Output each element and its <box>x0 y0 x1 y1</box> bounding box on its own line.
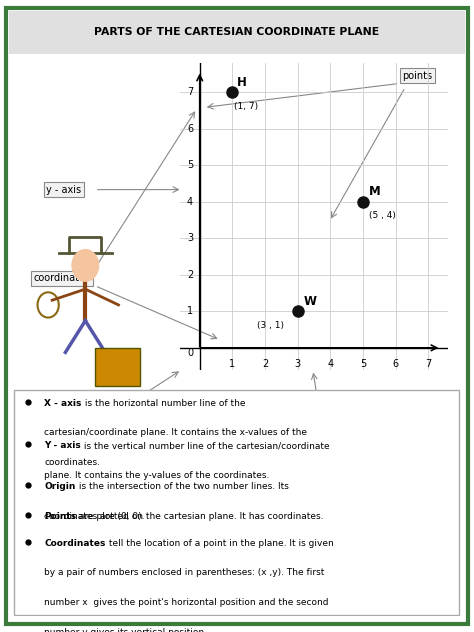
Text: origin: origin <box>41 434 68 444</box>
Text: is the intersection of the two number lines. Its: is the intersection of the two number li… <box>76 482 289 491</box>
Text: (5 , 4): (5 , 4) <box>369 211 396 221</box>
Text: X - axis: X - axis <box>44 399 82 408</box>
Text: 5: 5 <box>187 161 193 171</box>
Text: 2: 2 <box>187 270 193 280</box>
Text: is the vertical number line of the cartesian/coordinate: is the vertical number line of the carte… <box>81 441 329 450</box>
Text: 3: 3 <box>295 359 301 369</box>
FancyBboxPatch shape <box>6 8 468 624</box>
Text: plane. It contains the y-values of the coordinates.: plane. It contains the y-values of the c… <box>44 471 270 480</box>
Text: 4: 4 <box>187 197 193 207</box>
Text: are plotted on the cartesian plane. It has coordinates.: are plotted on the cartesian plane. It h… <box>76 511 324 521</box>
Text: tell the location of a point in the plane. It is given: tell the location of a point in the plan… <box>106 539 333 548</box>
Text: 5: 5 <box>360 359 366 369</box>
Text: H: H <box>237 76 247 89</box>
Text: 1: 1 <box>229 359 236 369</box>
FancyBboxPatch shape <box>14 391 459 615</box>
FancyBboxPatch shape <box>9 11 465 54</box>
Text: number y gives its vertical position.: number y gives its vertical position. <box>44 628 207 632</box>
Text: coordinates: coordinates <box>33 273 90 283</box>
Text: 7: 7 <box>187 87 193 97</box>
Text: Y - axis: Y - axis <box>44 441 81 450</box>
Text: 7: 7 <box>425 359 431 369</box>
Text: W: W <box>303 295 317 308</box>
Text: cartesian/coordinate plane. It contains the x-values of the: cartesian/coordinate plane. It contains … <box>44 428 307 437</box>
Text: by a pair of numbers enclosed in parentheses: (x ,y). The first: by a pair of numbers enclosed in parenth… <box>44 568 325 578</box>
Text: coordinates are (0, 0).: coordinates are (0, 0). <box>44 511 145 521</box>
Text: 3: 3 <box>187 233 193 243</box>
Text: 4: 4 <box>327 359 333 369</box>
Text: points: points <box>402 71 432 81</box>
Text: 0: 0 <box>187 348 193 358</box>
Text: number x  gives the point's horizontal position and the second: number x gives the point's horizontal po… <box>44 598 329 607</box>
Text: PARTS OF THE CARTESIAN COORDINATE PLANE: PARTS OF THE CARTESIAN COORDINATE PLANE <box>94 27 380 37</box>
Circle shape <box>72 250 99 281</box>
FancyBboxPatch shape <box>95 348 140 386</box>
Text: x - axis: x - axis <box>321 434 356 444</box>
Text: coordinates.: coordinates. <box>44 458 100 467</box>
Text: 2: 2 <box>262 359 268 369</box>
Text: 1: 1 <box>187 307 193 317</box>
Text: Origin: Origin <box>44 482 76 491</box>
Text: y - axis: y - axis <box>46 185 82 195</box>
Text: is the horizontal number line of the: is the horizontal number line of the <box>82 399 245 408</box>
Text: 6: 6 <box>392 359 399 369</box>
Text: Coordinates: Coordinates <box>44 539 106 548</box>
Text: 6: 6 <box>187 124 193 134</box>
Text: (3 , 1): (3 , 1) <box>257 321 284 330</box>
Text: M: M <box>369 185 381 198</box>
Text: (1, 7): (1, 7) <box>234 102 258 111</box>
Text: Points: Points <box>44 511 76 521</box>
